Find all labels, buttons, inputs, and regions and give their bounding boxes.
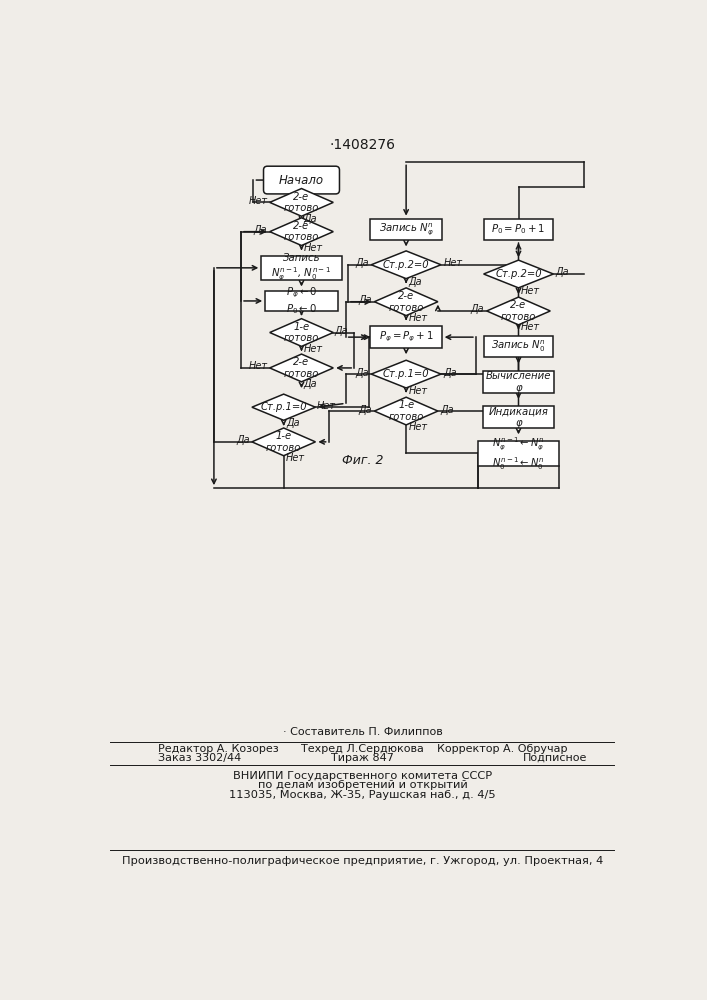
Text: Да: Да [356, 368, 369, 378]
Polygon shape [270, 218, 333, 246]
Text: Нет: Нет [521, 286, 540, 296]
Text: Запись $N_\varphi^n$: Запись $N_\varphi^n$ [379, 221, 433, 237]
Text: Да: Да [304, 379, 317, 389]
Polygon shape [374, 288, 438, 316]
FancyBboxPatch shape [264, 166, 339, 194]
Polygon shape [374, 397, 438, 425]
Text: Да: Да [440, 405, 454, 415]
Text: 2-е
готово: 2-е готово [284, 221, 319, 242]
FancyBboxPatch shape [484, 336, 554, 357]
Text: Да: Да [335, 326, 349, 336]
Text: Запись
$N_\varphi^{n-1}$, $N_0^{n-1}$: Запись $N_\varphi^{n-1}$, $N_0^{n-1}$ [271, 253, 332, 283]
Text: $P_\varphi \leftarrow 0$
$P_0 \leftarrow 0$: $P_\varphi \leftarrow 0$ $P_0 \leftarrow… [286, 286, 317, 316]
Text: 1-е
готово: 1-е готово [284, 322, 319, 343]
Text: $P_\varphi = P_\varphi+1$: $P_\varphi = P_\varphi+1$ [379, 330, 433, 344]
Text: Нет: Нет [409, 386, 428, 396]
Text: Ст.р.2=0: Ст.р.2=0 [495, 269, 542, 279]
Text: Да: Да [236, 435, 250, 445]
Text: Да: Да [443, 368, 457, 378]
Text: Да: Да [254, 225, 267, 235]
Text: Да: Да [356, 258, 369, 268]
Text: Заказ 3302/44: Заказ 3302/44 [158, 753, 241, 763]
Text: ВНИИПИ Государственного комитета СССР: ВНИИПИ Государственного комитета СССР [233, 771, 492, 781]
Text: Да: Да [304, 214, 317, 224]
Text: по делам изобретений и открытий: по делам изобретений и открытий [258, 780, 467, 790]
Text: Нет: Нет [409, 422, 428, 432]
Text: Нет: Нет [317, 401, 336, 411]
FancyBboxPatch shape [478, 441, 559, 466]
Text: Производственно-полиграфическое предприятие, г. Ужгород, ул. Проектная, 4: Производственно-полиграфическое предприя… [122, 856, 603, 866]
Text: Редактор А. Козорез: Редактор А. Козорез [158, 744, 279, 754]
Polygon shape [484, 260, 554, 288]
Polygon shape [252, 428, 315, 456]
Text: Фиг. 2: Фиг. 2 [342, 454, 383, 467]
Text: Техред Л.Сердюкова: Техред Л.Сердюкова [301, 744, 424, 754]
Text: Нет: Нет [521, 322, 540, 332]
Polygon shape [252, 394, 315, 420]
Text: Да: Да [556, 267, 569, 277]
Text: ·1408276: ·1408276 [329, 138, 396, 152]
Polygon shape [486, 297, 550, 325]
Text: 1-е
готово: 1-е готово [266, 431, 301, 453]
FancyBboxPatch shape [264, 291, 339, 311]
Text: Нет: Нет [248, 361, 267, 371]
Text: Да: Да [286, 418, 300, 428]
Text: Ст.р.1=0: Ст.р.1=0 [260, 402, 307, 412]
Text: Запись $N_0^n$: Запись $N_0^n$ [491, 339, 546, 354]
Text: 2-е
готово: 2-е готово [501, 300, 536, 322]
Text: Ст.р.2=0: Ст.р.2=0 [382, 260, 429, 270]
Text: Тираж 847: Тираж 847 [332, 753, 395, 763]
Text: Нет: Нет [304, 243, 323, 253]
Text: Да: Да [358, 405, 372, 415]
Polygon shape [270, 189, 333, 216]
Polygon shape [270, 319, 333, 346]
Text: 1-е
готово: 1-е готово [388, 400, 423, 422]
Text: $N_\varphi^{n-1} \leftarrow N_\varphi^n$
$N_0^{n-1} \leftarrow N_0^n$: $N_\varphi^{n-1} \leftarrow N_\varphi^n$… [492, 435, 545, 472]
Text: 2-е
готово: 2-е готово [284, 357, 319, 379]
Text: Подписное: Подписное [522, 753, 587, 763]
Polygon shape [371, 251, 441, 279]
Polygon shape [371, 360, 441, 388]
FancyBboxPatch shape [370, 326, 442, 348]
FancyBboxPatch shape [370, 219, 442, 240]
Text: 2-е
готово: 2-е готово [284, 192, 319, 213]
Text: · Составитель П. Филиппов: · Составитель П. Филиппов [283, 727, 443, 737]
FancyBboxPatch shape [483, 371, 554, 393]
Text: Начало: Начало [279, 174, 324, 187]
Text: Да: Да [471, 304, 484, 314]
Text: Нет: Нет [409, 313, 428, 323]
Text: 113035, Москва, Ж-35, Раушская наб., д. 4/5: 113035, Москва, Ж-35, Раушская наб., д. … [229, 790, 496, 800]
Text: Корректор А. Обручар: Корректор А. Обручар [437, 744, 567, 754]
Text: $P_0 = P_0+1$: $P_0 = P_0+1$ [491, 222, 546, 236]
Text: Индикация
φ: Индикация φ [489, 406, 549, 428]
Text: Да: Да [358, 295, 372, 305]
Text: Нет: Нет [248, 196, 267, 206]
FancyBboxPatch shape [483, 406, 554, 428]
Polygon shape [270, 354, 333, 382]
Text: Да: Да [409, 277, 422, 287]
FancyBboxPatch shape [261, 256, 342, 280]
Text: Нет: Нет [304, 344, 323, 354]
Text: 2-е
готово: 2-е готово [388, 291, 423, 313]
Text: Нет: Нет [286, 453, 305, 463]
Text: Вычисление
φ: Вычисление φ [486, 371, 551, 393]
Text: Нет: Нет [443, 258, 462, 268]
FancyBboxPatch shape [484, 219, 554, 240]
Text: Ст.р.1=0: Ст.р.1=0 [382, 369, 429, 379]
